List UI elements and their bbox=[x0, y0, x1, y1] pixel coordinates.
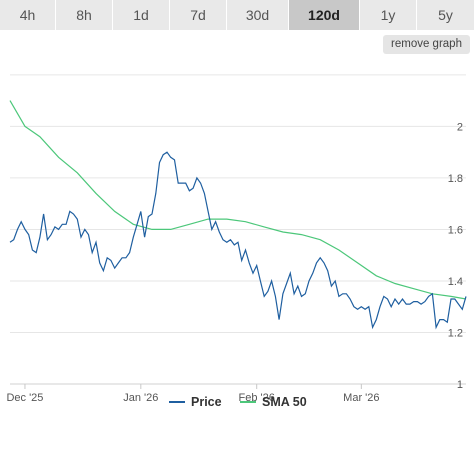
legend-label-price: Price bbox=[191, 395, 222, 409]
y-tick-label: 1.8 bbox=[448, 173, 463, 185]
series-sma-50-line bbox=[9, 100, 467, 300]
tab-7d[interactable]: 7d bbox=[170, 0, 227, 30]
timeframe-tabs: 4h 8h 1d 7d 30d 120d 1y 5y bbox=[0, 0, 474, 30]
legend-item-sma-50[interactable]: SMA 50 bbox=[240, 393, 307, 411]
tab-8h[interactable]: 8h bbox=[56, 0, 113, 30]
grid-lines bbox=[10, 74, 466, 385]
x-tick-label: Dec '25 bbox=[6, 392, 43, 404]
legend-swatch-sma-50 bbox=[240, 401, 256, 403]
y-tick-label: 1.2 bbox=[448, 327, 463, 339]
legend-item-price[interactable]: Price bbox=[169, 393, 222, 411]
x-tick-label: Jan '26 bbox=[123, 392, 158, 404]
y-tick-label: 1.4 bbox=[448, 276, 463, 288]
y-axis-ticks: 1 1.2 1.4 1.6 1.8 2 bbox=[448, 121, 463, 391]
tab-5y[interactable]: 5y bbox=[417, 0, 474, 30]
remove-graph-button[interactable]: remove graph bbox=[383, 35, 470, 54]
tab-1d[interactable]: 1d bbox=[113, 0, 170, 30]
legend-swatch-price bbox=[169, 401, 185, 403]
legend-label-sma-50: SMA 50 bbox=[262, 395, 307, 409]
tab-4h[interactable]: 4h bbox=[0, 0, 56, 30]
x-tick-label: Mar '26 bbox=[343, 392, 379, 404]
legend: Price SMA 50 bbox=[0, 393, 474, 411]
tab-120d[interactable]: 120d bbox=[289, 0, 360, 30]
y-tick-label: 2 bbox=[457, 121, 463, 133]
y-tick-label: 1 bbox=[457, 379, 463, 391]
tab-30d[interactable]: 30d bbox=[227, 0, 289, 30]
y-tick-label: 1.6 bbox=[448, 224, 463, 236]
tab-1y[interactable]: 1y bbox=[360, 0, 417, 30]
series-price-line bbox=[9, 151, 467, 330]
